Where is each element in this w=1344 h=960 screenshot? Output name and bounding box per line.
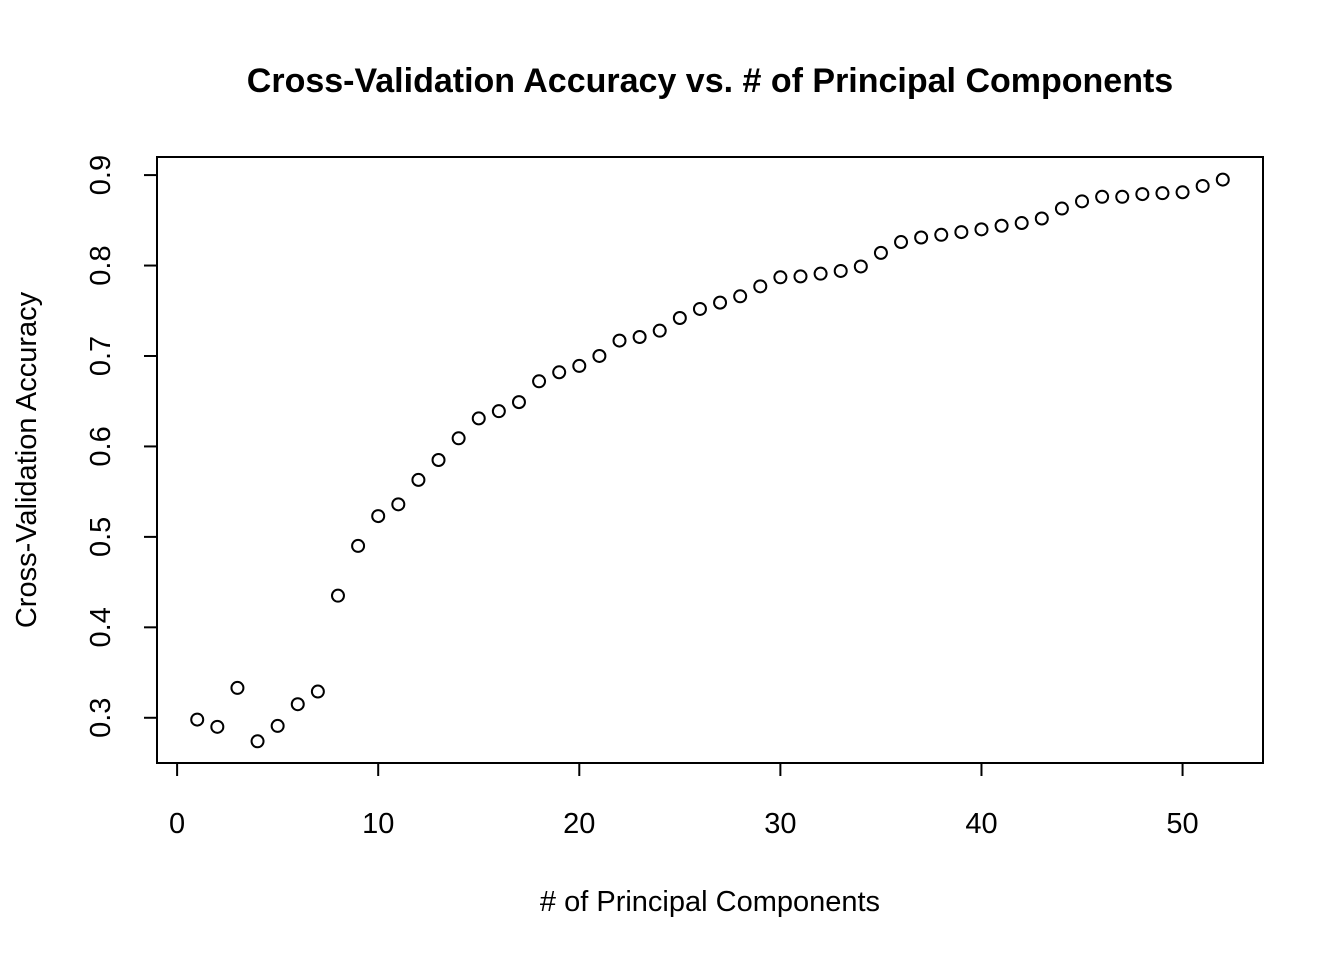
x-tick-label: 50 xyxy=(1166,808,1198,840)
x-axis-label: # of Principal Components xyxy=(540,886,880,918)
y-tick-label: 0.7 xyxy=(85,336,117,376)
data-point xyxy=(1034,211,1049,226)
data-point xyxy=(552,365,567,380)
x-tick-label: 10 xyxy=(362,808,394,840)
data-point xyxy=(1095,189,1110,204)
data-point xyxy=(753,279,768,294)
data-point xyxy=(230,680,245,695)
data-point xyxy=(351,538,366,553)
data-point xyxy=(612,333,627,348)
data-point xyxy=(652,323,667,338)
data-point xyxy=(713,295,728,310)
data-point xyxy=(994,218,1009,233)
data-point xyxy=(914,230,929,245)
data-point xyxy=(491,404,506,419)
x-tick-label: 40 xyxy=(965,808,997,840)
y-tick-label: 0.3 xyxy=(85,698,117,738)
data-point xyxy=(290,697,305,712)
data-point xyxy=(1054,201,1069,216)
data-point xyxy=(1195,178,1210,193)
x-tick-label: 30 xyxy=(764,808,796,840)
data-point xyxy=(371,509,386,524)
x-tick-label: 20 xyxy=(563,808,595,840)
data-point xyxy=(471,411,486,426)
data-point xyxy=(250,734,265,749)
chart-title: Cross-Validation Accuracy vs. # of Princ… xyxy=(247,62,1173,100)
data-point xyxy=(632,329,647,344)
data-point xyxy=(733,289,748,304)
data-point xyxy=(1135,187,1150,202)
y-axis: 0.3 0.4 0.5 0.6 0.7 0.8 0.9 xyxy=(85,155,158,738)
data-point xyxy=(1115,189,1130,204)
data-point xyxy=(894,235,909,250)
y-tick-label: 0.6 xyxy=(85,426,117,466)
data-points xyxy=(190,172,1230,749)
data-point xyxy=(833,263,848,278)
y-axis-label: Cross-Validation Accuracy xyxy=(11,291,43,628)
data-point xyxy=(310,684,325,699)
data-point xyxy=(572,358,587,373)
y-tick-label: 0.8 xyxy=(85,245,117,285)
data-point xyxy=(592,348,607,363)
data-point xyxy=(391,497,406,512)
data-point xyxy=(813,266,828,281)
data-point xyxy=(431,453,446,467)
data-point xyxy=(330,588,345,603)
data-point xyxy=(853,259,868,274)
y-tick-label: 0.5 xyxy=(85,517,117,557)
data-point xyxy=(954,225,969,240)
data-point xyxy=(934,227,949,242)
data-point xyxy=(692,301,707,316)
data-point xyxy=(190,712,205,727)
data-point xyxy=(1014,216,1029,231)
data-point xyxy=(511,395,526,410)
data-point xyxy=(773,270,788,285)
y-tick-label: 0.4 xyxy=(85,607,117,647)
x-tick-label: 0 xyxy=(169,808,185,840)
data-point xyxy=(1215,172,1230,187)
x-axis: 0 10 20 30 40 50 xyxy=(169,762,1199,840)
data-point xyxy=(270,718,285,733)
plot-frame xyxy=(156,156,1264,764)
data-point xyxy=(793,269,808,284)
data-point xyxy=(1075,194,1090,209)
data-point xyxy=(451,431,466,446)
data-point xyxy=(1155,186,1170,201)
y-tick-label: 0.9 xyxy=(85,155,117,195)
data-point xyxy=(873,245,888,260)
data-point xyxy=(1175,185,1190,200)
data-point xyxy=(411,472,426,487)
data-point xyxy=(672,310,687,325)
data-point xyxy=(532,374,547,389)
data-point xyxy=(974,222,989,237)
data-point xyxy=(210,719,225,734)
